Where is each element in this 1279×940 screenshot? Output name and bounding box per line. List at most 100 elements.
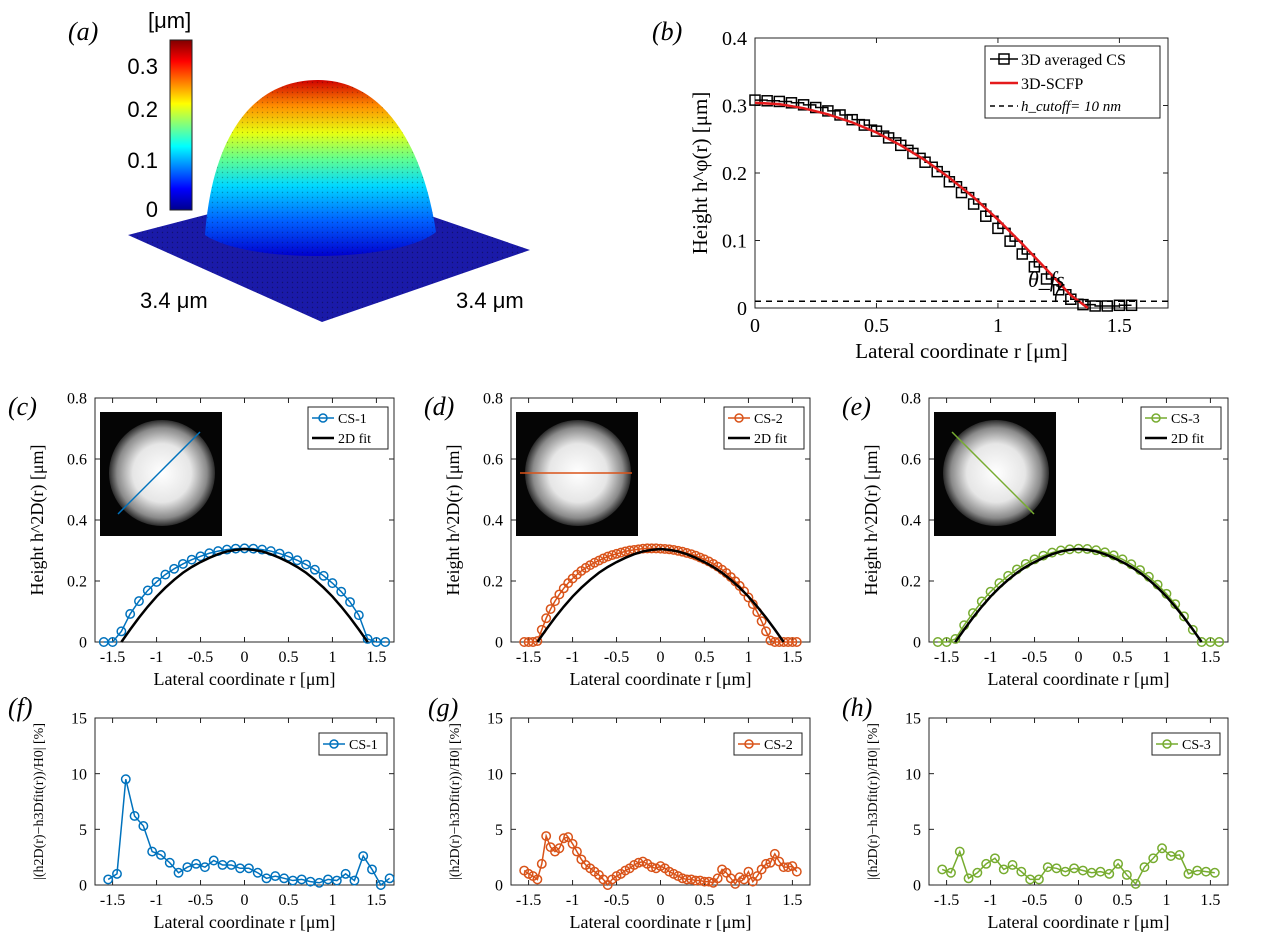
data-point-circle bbox=[1121, 870, 1132, 880]
x-tick-label: 0.5 bbox=[278, 649, 298, 666]
y-axis-label: Height h^2D(r) [μm] bbox=[443, 444, 464, 595]
x-tick-label: 1.5 bbox=[782, 892, 802, 909]
panel-a: (a) [μm] 0.3 0.2 0.1 0 3.4 μm 3.4 μm bbox=[68, 8, 530, 322]
data-point-circle bbox=[990, 853, 1000, 864]
legend-label: 2D fit bbox=[754, 432, 787, 447]
data-point-circle bbox=[791, 866, 802, 877]
data-point-circle bbox=[598, 553, 609, 564]
data-point-circle bbox=[173, 867, 184, 878]
data-point-circle bbox=[375, 880, 386, 890]
data-point-square bbox=[882, 132, 895, 144]
data-point-circle bbox=[177, 558, 188, 569]
y-tick-label: 15 bbox=[905, 711, 921, 728]
x-tick-label: 0 bbox=[241, 892, 249, 909]
x-tick-label: 1.5 bbox=[366, 649, 386, 666]
series-scfp-line bbox=[754, 101, 1089, 309]
data-point-circle bbox=[331, 875, 342, 886]
data-point-circle bbox=[309, 564, 320, 575]
data-point-circle bbox=[1016, 866, 1027, 877]
plot-e-data: -1.5 -1 -0.5 0 0.5 1 1.5 0 0.2 0.4 0.6 0.8 Lateral c… bbox=[861, 391, 1229, 689]
y-tick-label: 0.8 bbox=[67, 391, 87, 408]
y-tick-label: 15 bbox=[487, 711, 503, 728]
data-point-circle bbox=[156, 849, 166, 860]
panel-label-a: (a) bbox=[68, 17, 98, 46]
legend-label: 2D fit bbox=[338, 432, 371, 447]
x-axis-label: Lateral coordinate r [μm] bbox=[987, 912, 1169, 932]
legend-marker bbox=[329, 739, 339, 749]
legend-label: CS-1 bbox=[338, 412, 367, 427]
data-point-circle bbox=[1069, 863, 1080, 874]
data-point-circle bbox=[1214, 637, 1225, 647]
panel-c: (c) -1.5 -1 -0.5 0 0.5 1 1.5 0 0.2 0.4 0.6 0.8 Later… bbox=[8, 391, 395, 689]
x-tick-label: 1 bbox=[328, 892, 336, 909]
data-point-circle bbox=[937, 864, 948, 875]
series-2d-fit-line bbox=[120, 547, 369, 643]
axis-side-label-right: 3.4 μm bbox=[456, 288, 524, 313]
data-point-circle bbox=[199, 862, 210, 873]
data-point-circle bbox=[301, 559, 312, 570]
drop-image bbox=[109, 420, 215, 526]
data-point-circle bbox=[756, 616, 767, 627]
legend-label: CS-3 bbox=[1171, 412, 1200, 427]
data-point-square bbox=[1004, 235, 1016, 247]
legend-label: CS-2 bbox=[754, 412, 783, 427]
y-tick-label: 0.3 bbox=[722, 96, 747, 118]
panel-label-h: (h) bbox=[842, 693, 872, 722]
x-tick-label: -0.5 bbox=[1022, 892, 1047, 909]
contact-angle-annotation: θ_fs bbox=[1028, 267, 1064, 292]
x-tick-label: -1.5 bbox=[516, 649, 541, 666]
y-tick-label: 5 bbox=[495, 822, 503, 839]
y-tick-label: 0.4 bbox=[483, 513, 503, 530]
y-axis-label: Height h^2D(r) [μm] bbox=[861, 444, 882, 595]
legend-f: CS-1 bbox=[318, 732, 388, 756]
plot-d-data: -1.5 -1 -0.5 0 0.5 1 1.5 0 0.2 0.4 0.6 0.8 Lateral c… bbox=[443, 391, 811, 689]
data-point-circle bbox=[528, 637, 538, 647]
data-point-circle bbox=[769, 848, 780, 859]
data-point-circle bbox=[1174, 849, 1185, 860]
x-tick-label: 1.5 bbox=[1200, 649, 1220, 666]
data-point-circle bbox=[367, 864, 377, 875]
y-axis-label: |(h2D(r)−h3Dfit(r))/H0| [%] bbox=[32, 723, 47, 880]
cross-section-line bbox=[951, 431, 1035, 515]
y-tick-label: 0 bbox=[495, 635, 503, 652]
data-point-circle bbox=[261, 873, 272, 884]
legend-marker bbox=[1151, 413, 1161, 423]
x-tick-label: 0.5 bbox=[694, 649, 714, 666]
y-tick-label: 0.4 bbox=[901, 513, 921, 530]
data-point-circle bbox=[336, 586, 347, 597]
data-point-circle bbox=[195, 551, 206, 562]
data-point-circle bbox=[946, 867, 956, 878]
data-point-circle bbox=[541, 831, 552, 841]
data-point-circle bbox=[1187, 624, 1198, 635]
panel-label-g: (g) bbox=[428, 693, 458, 722]
x-tick-label: 0.5 bbox=[1112, 892, 1132, 909]
data-point-circle bbox=[191, 858, 202, 869]
x-axis-label: Lateral coordinate r [μm] bbox=[569, 912, 751, 932]
legend-box bbox=[318, 732, 388, 756]
data-point-square bbox=[992, 222, 1004, 235]
y-tick-label: 0.6 bbox=[901, 452, 921, 469]
x-tick-label: 0.5 bbox=[694, 892, 714, 909]
data-point-circle bbox=[349, 875, 360, 886]
data-point-circle bbox=[1139, 862, 1150, 873]
x-tick-label: -0.5 bbox=[188, 649, 213, 666]
data-point-square bbox=[797, 99, 810, 111]
x-tick-label: -1 bbox=[984, 892, 997, 909]
y-tick-label: 5 bbox=[913, 822, 921, 839]
data-point-square bbox=[1052, 284, 1065, 296]
legend-label: CS-3 bbox=[1182, 738, 1211, 753]
data-point-circle bbox=[380, 637, 391, 647]
legend-marker bbox=[1162, 739, 1172, 749]
data-point-circle bbox=[125, 608, 136, 619]
data-point-circle bbox=[252, 867, 263, 878]
data-point-circle bbox=[615, 547, 626, 558]
data-point-circle bbox=[182, 862, 193, 873]
x-tick-label: 0 bbox=[657, 892, 665, 909]
data-point-circle bbox=[761, 858, 771, 869]
y-axis-label: Height h^φ(r) [μm] bbox=[688, 92, 712, 255]
data-point-square bbox=[919, 156, 931, 168]
data-point-square bbox=[1125, 299, 1138, 312]
x-tick-label: 0 bbox=[657, 649, 665, 666]
data-point-circle bbox=[129, 811, 140, 821]
x-tick-label: -1.5 bbox=[516, 892, 541, 909]
